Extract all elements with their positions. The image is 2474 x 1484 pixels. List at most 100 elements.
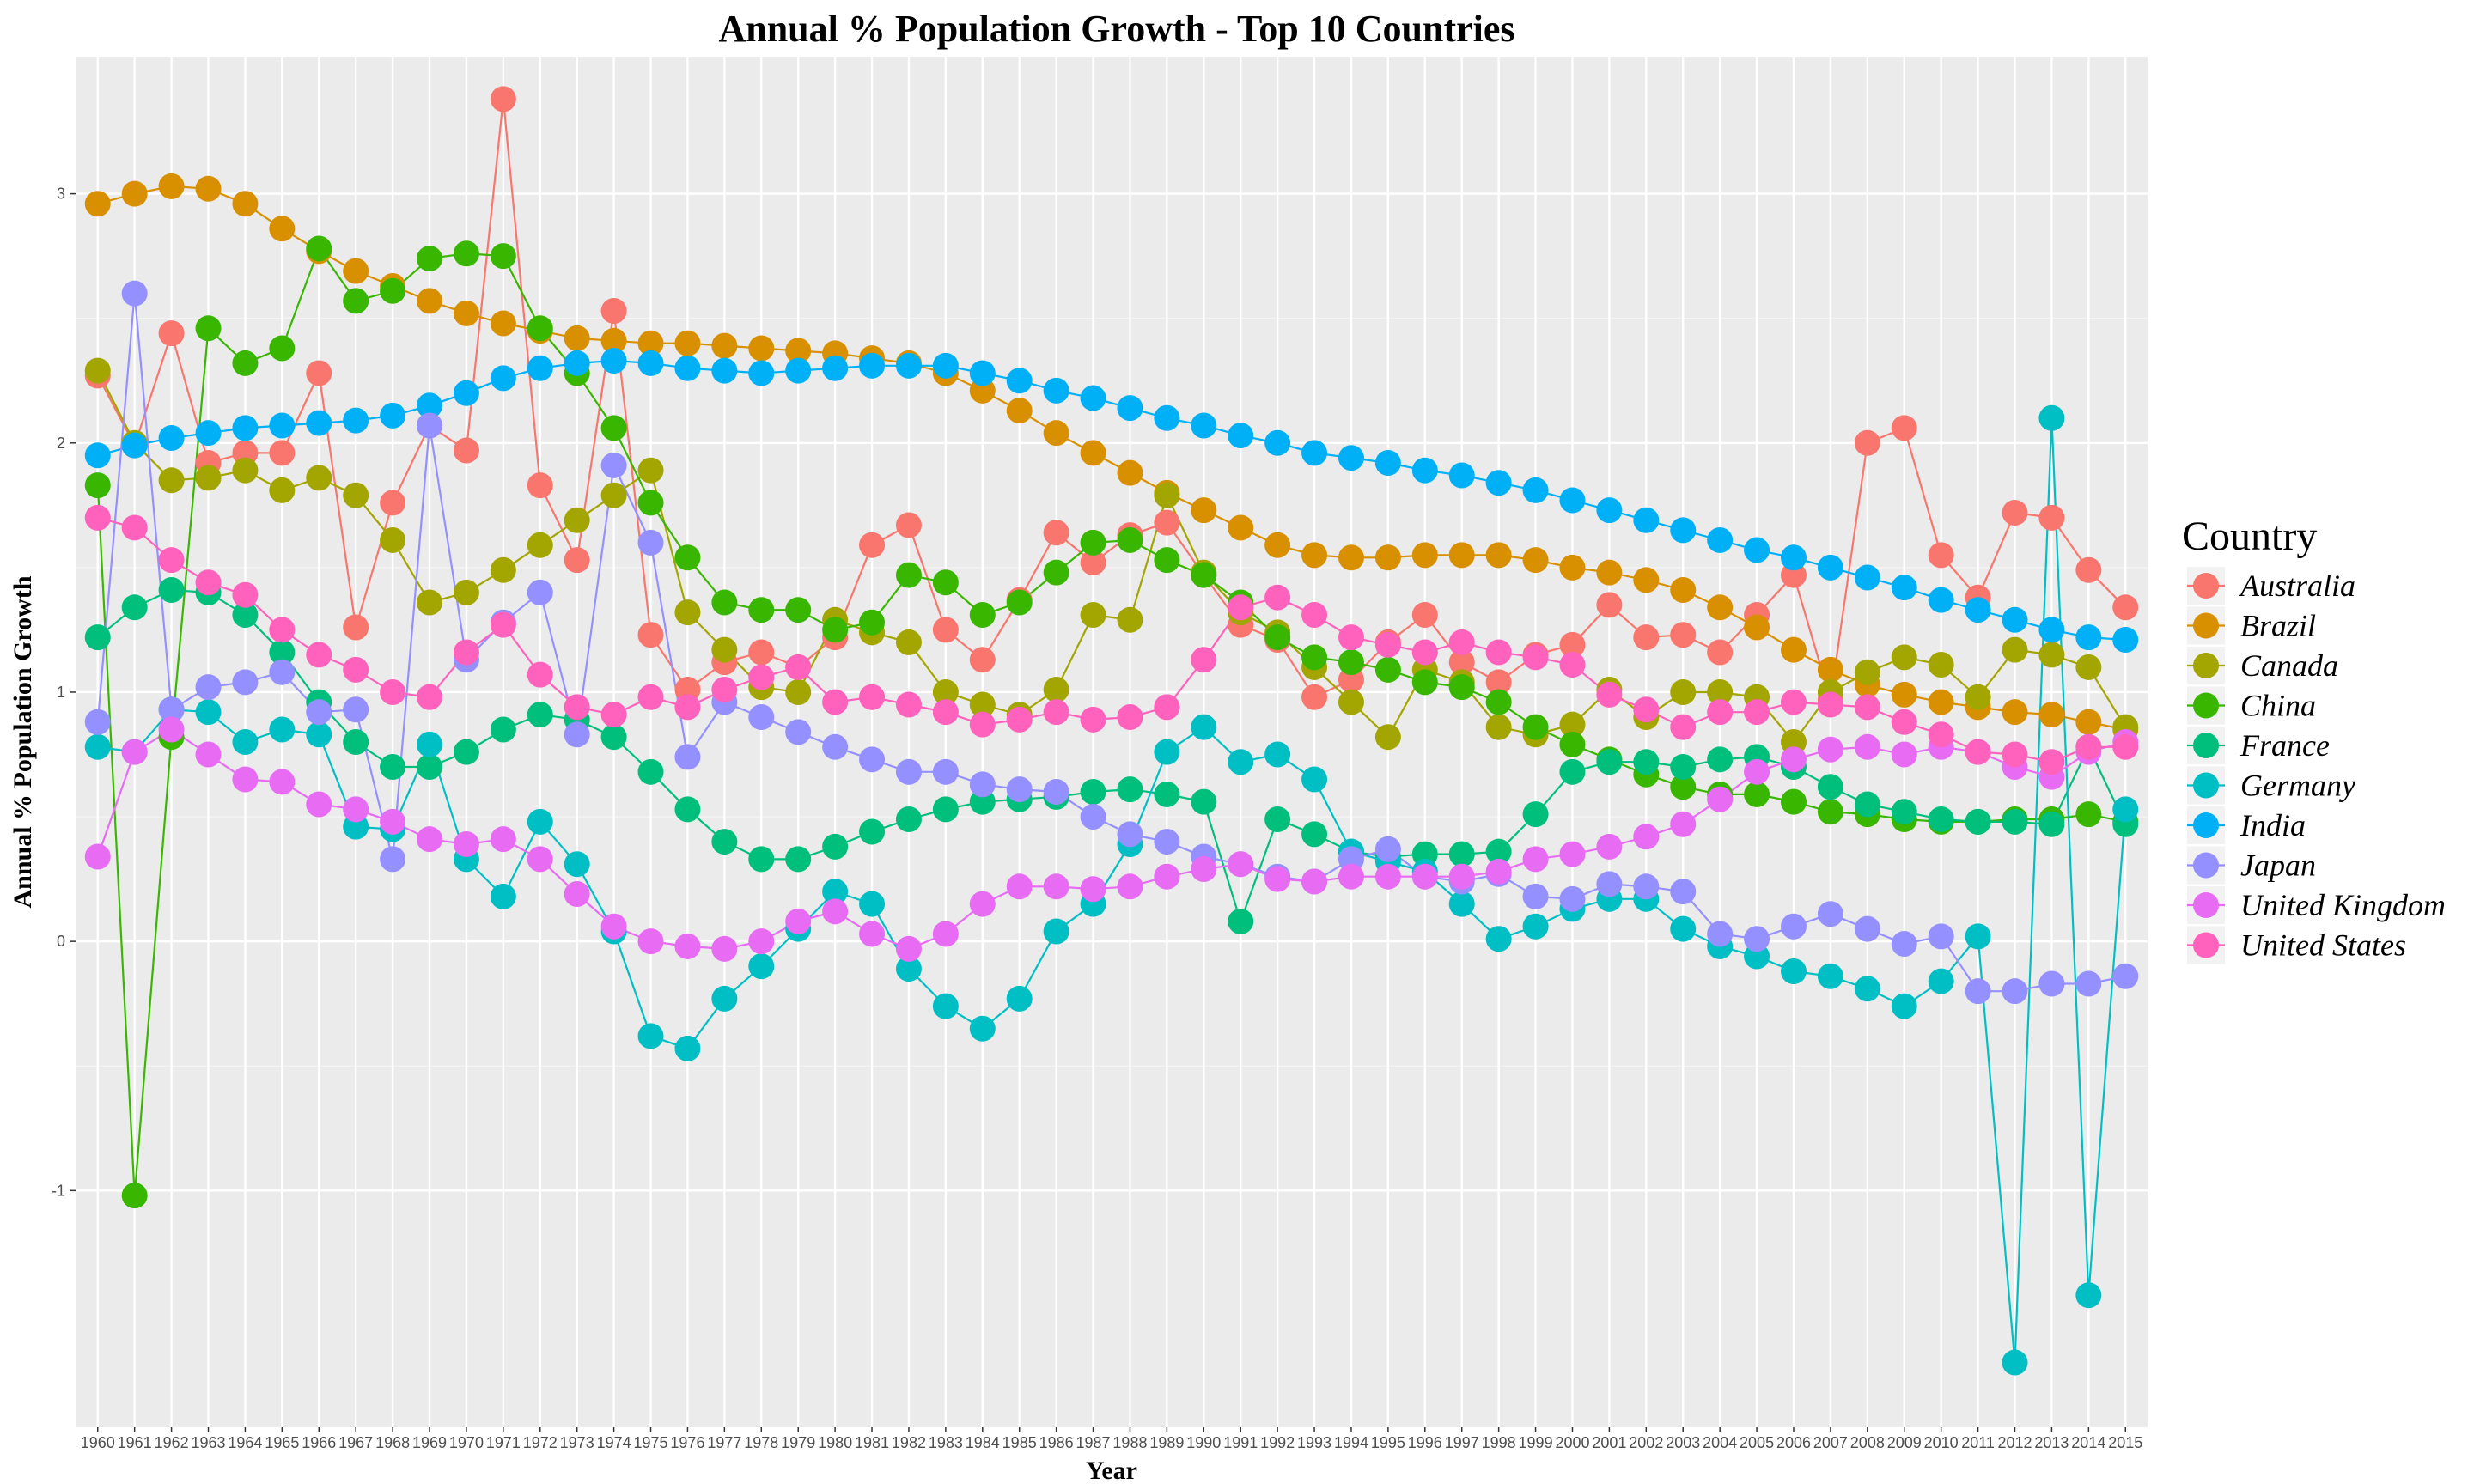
x-tick-label: 1997 xyxy=(1445,1434,1479,1451)
data-point xyxy=(232,581,259,608)
legend-label: Australia xyxy=(2239,569,2355,603)
x-tick-label: 1960 xyxy=(81,1434,115,1451)
data-point xyxy=(1080,706,1106,733)
data-point xyxy=(1301,868,1328,895)
data-point xyxy=(711,636,738,663)
data-point xyxy=(1965,808,1991,835)
data-point xyxy=(2075,733,2102,760)
x-tick-label: 1974 xyxy=(597,1434,631,1451)
data-point xyxy=(1117,873,1143,900)
data-point xyxy=(711,357,738,384)
data-point xyxy=(121,180,148,207)
data-point xyxy=(859,532,886,558)
data-point xyxy=(2002,699,2028,726)
x-tick-label: 1971 xyxy=(486,1434,521,1451)
data-point xyxy=(343,288,369,314)
data-point xyxy=(1928,652,1954,678)
data-point xyxy=(158,320,185,347)
data-point xyxy=(84,843,111,870)
data-point xyxy=(674,694,701,721)
data-point xyxy=(1264,532,1291,558)
data-point xyxy=(785,719,812,745)
data-point xyxy=(1522,644,1549,671)
x-tick-label: 1988 xyxy=(1112,1434,1147,1451)
data-point xyxy=(1780,636,1807,663)
data-point xyxy=(674,330,701,356)
data-point xyxy=(1891,741,1917,768)
legend-key-marker xyxy=(2193,733,2219,758)
data-point xyxy=(1228,749,1254,775)
data-point xyxy=(343,696,369,723)
data-point xyxy=(1154,781,1180,807)
data-point xyxy=(1080,440,1106,466)
data-point xyxy=(1854,659,1880,685)
data-point xyxy=(2075,1282,2102,1309)
data-point xyxy=(1854,733,1880,760)
data-point xyxy=(158,696,185,723)
data-point xyxy=(1485,858,1512,885)
data-point xyxy=(1228,514,1254,541)
data-point xyxy=(637,529,664,556)
data-point xyxy=(417,684,443,710)
x-tick-label: 1983 xyxy=(929,1434,963,1451)
data-point xyxy=(1596,497,1623,524)
data-point xyxy=(1707,639,1734,666)
data-point xyxy=(1670,754,1697,781)
data-point xyxy=(1965,739,1991,765)
data-point xyxy=(1191,788,1217,815)
x-tick-label: 2012 xyxy=(1997,1434,2032,1451)
data-point xyxy=(232,191,259,217)
x-tick-label: 1972 xyxy=(523,1434,558,1451)
data-point xyxy=(748,953,775,980)
y-tick-label: -1 xyxy=(52,1182,65,1199)
data-point xyxy=(306,699,332,726)
data-point xyxy=(1301,684,1328,710)
data-point xyxy=(1559,731,1586,757)
data-point xyxy=(785,908,812,934)
data-point xyxy=(417,288,443,314)
data-point xyxy=(1080,385,1106,411)
data-point xyxy=(1596,592,1623,618)
data-point xyxy=(417,246,443,272)
data-point xyxy=(306,360,332,386)
data-point xyxy=(380,678,406,705)
data-point xyxy=(1744,614,1770,641)
x-tick-label: 1975 xyxy=(633,1434,667,1451)
data-point xyxy=(1338,863,1364,890)
data-point xyxy=(527,315,553,342)
legend-key-marker xyxy=(2193,852,2219,879)
data-point xyxy=(1448,462,1475,489)
data-point xyxy=(637,457,664,484)
legend-title: Country xyxy=(2182,514,2317,559)
data-point xyxy=(1891,931,1917,958)
data-point xyxy=(1228,423,1254,449)
legend-key-marker xyxy=(2193,932,2219,958)
x-tick-label: 1989 xyxy=(1149,1434,1184,1451)
data-point xyxy=(2038,749,2065,775)
x-tick-label: 1962 xyxy=(155,1434,189,1451)
data-point xyxy=(969,602,996,629)
data-point xyxy=(1485,838,1512,865)
data-point xyxy=(158,547,185,574)
data-point xyxy=(1633,567,1660,593)
data-point xyxy=(121,432,148,459)
data-point xyxy=(417,826,443,853)
data-point xyxy=(1928,923,1954,950)
data-point xyxy=(1154,482,1180,508)
data-point xyxy=(2075,624,2102,651)
x-tick-label: 1978 xyxy=(744,1434,778,1451)
data-point xyxy=(195,674,222,701)
chart-title: Annual % Population Growth - Top 10 Coun… xyxy=(718,8,1514,50)
data-point xyxy=(1965,923,1991,950)
data-point xyxy=(195,699,222,726)
data-point xyxy=(859,746,886,773)
x-tick-label: 1987 xyxy=(1076,1434,1111,1451)
x-tick-label: 1999 xyxy=(1519,1434,1553,1451)
data-point xyxy=(306,721,332,748)
data-point xyxy=(1080,550,1106,576)
x-tick-label: 1967 xyxy=(338,1434,373,1451)
data-point xyxy=(564,881,590,908)
data-point xyxy=(527,702,553,728)
data-point xyxy=(1191,714,1217,740)
data-point xyxy=(490,310,516,337)
